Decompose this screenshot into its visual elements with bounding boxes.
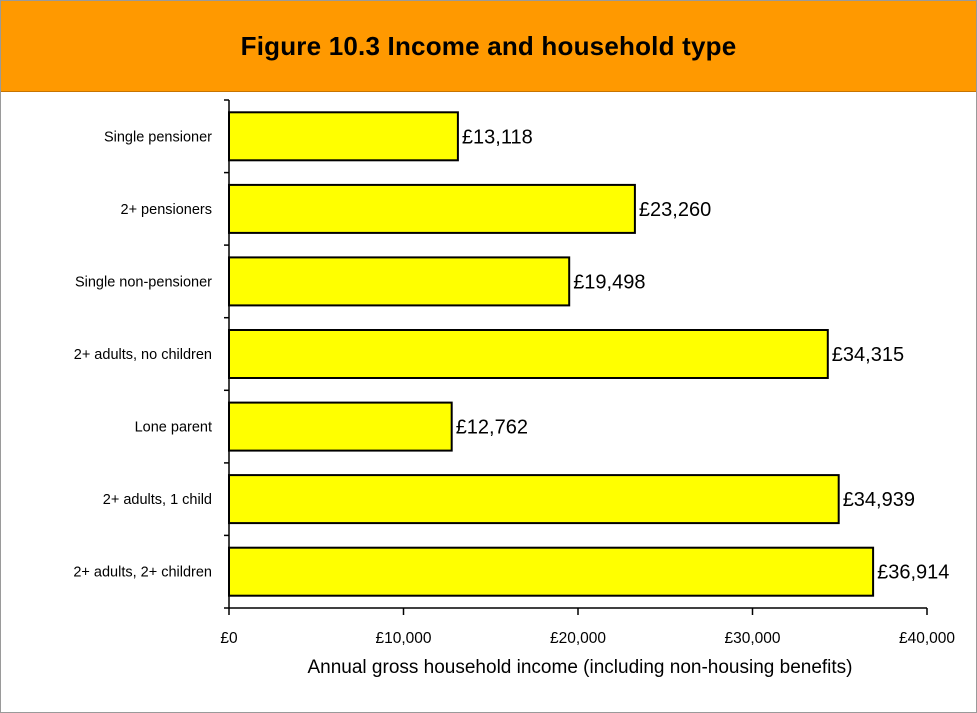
bar: [228, 256, 571, 307]
category-label: 2+ pensioners: [121, 202, 213, 218]
data-label: £23,260: [639, 199, 711, 221]
bar: [228, 474, 840, 525]
bar: [228, 401, 453, 452]
bar: [228, 183, 636, 234]
x-tick-label: £30,000: [724, 630, 780, 647]
data-label: £34,939: [843, 489, 915, 511]
category-label: Single pensioner: [104, 129, 212, 145]
category-label: 2+ adults, no children: [74, 347, 212, 363]
x-tick-label: £20,000: [550, 630, 606, 647]
bar: [228, 329, 829, 379]
category-label: 2+ adults, 1 child: [103, 492, 212, 508]
data-label: £36,914: [877, 562, 949, 584]
chart-title: Figure 10.3 Income and household type: [240, 30, 737, 61]
data-label: £12,762: [456, 417, 528, 439]
category-label: 2+ adults, 2+ children: [73, 565, 212, 581]
data-label: £19,498: [573, 271, 645, 293]
bar: [228, 546, 875, 597]
x-tick-label: £10,000: [375, 630, 431, 647]
category-label: Lone parent: [135, 420, 212, 436]
category-label: Single non-pensioner: [75, 274, 212, 290]
x-axis-title: Annual gross household income (including…: [307, 657, 852, 678]
data-label: £13,118: [462, 126, 533, 148]
data-label: £34,315: [832, 344, 904, 366]
x-tick-label: £40,000: [899, 630, 955, 647]
title-bar: Figure 10.3 Income and household type: [1, 1, 976, 92]
x-tick-label: £0: [220, 630, 238, 647]
bar: [228, 111, 459, 162]
